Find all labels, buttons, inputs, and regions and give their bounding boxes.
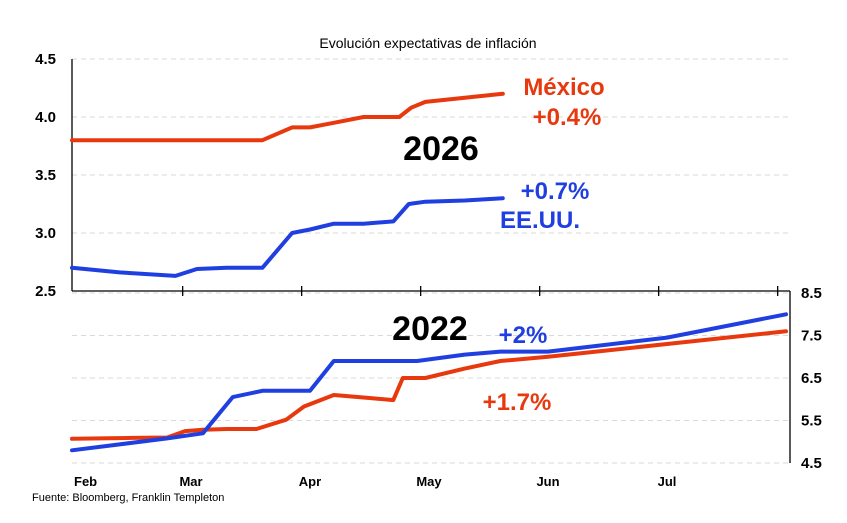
ytick-2022-5.5: 5.5 [801,413,822,430]
ytick-2026-3.0: 3.0 [35,225,56,242]
xtick-Jun: Jun [536,474,559,489]
ytick-2022-7.5: 7.5 [801,328,822,345]
xtick-May: May [416,474,442,489]
ytick-2026-3.5: 3.5 [35,167,56,184]
xtick-Feb: Feb [74,474,97,489]
panel-label-2026: 2026 [403,130,479,168]
ytick-2026-4.0: 4.0 [35,109,56,126]
ytick-2026-2.5: 2.5 [35,283,56,300]
xtick-Jul: Jul [658,474,677,489]
ytick-2022-8.5: 8.5 [801,285,822,302]
ytick-2026-4.5: 4.5 [35,51,56,68]
panel-label-2022: 2022 [392,310,468,348]
ytick-2022-4.5: 4.5 [801,455,822,472]
series-lines [70,91,788,453]
chart-title: Evolución expectativas de inflación [319,35,536,51]
annotation-us-2026: +0.7% [521,178,590,205]
xtick-Apr: Apr [299,474,321,489]
xtick-Mar: Mar [179,474,202,489]
line-us-2026 [70,196,505,278]
line-mexico-2022 [70,329,788,441]
grid-lines [72,58,790,464]
annotation-mexico-2022: +1.7% [483,389,552,416]
line-us-2022 [70,312,788,453]
annotation-us-2022: +2% [499,322,548,349]
ytick-2022-6.5: 6.5 [801,370,822,387]
annotation-mexico-2026: +0.4% [533,104,602,131]
series-label-us: EE.UU. [500,207,580,234]
axes [71,59,791,463]
series-label-mexico: México [523,74,604,101]
source-note: Fuente: Bloomberg, Franklin Templeton [32,492,224,504]
tick-labels: 2.5 3.0 3.5 4.0 4.5 4.5 5.5 6.5 7.5 8.5 Feb Mar Apr M… [35,51,822,489]
line-mexico-2026 [70,91,505,143]
